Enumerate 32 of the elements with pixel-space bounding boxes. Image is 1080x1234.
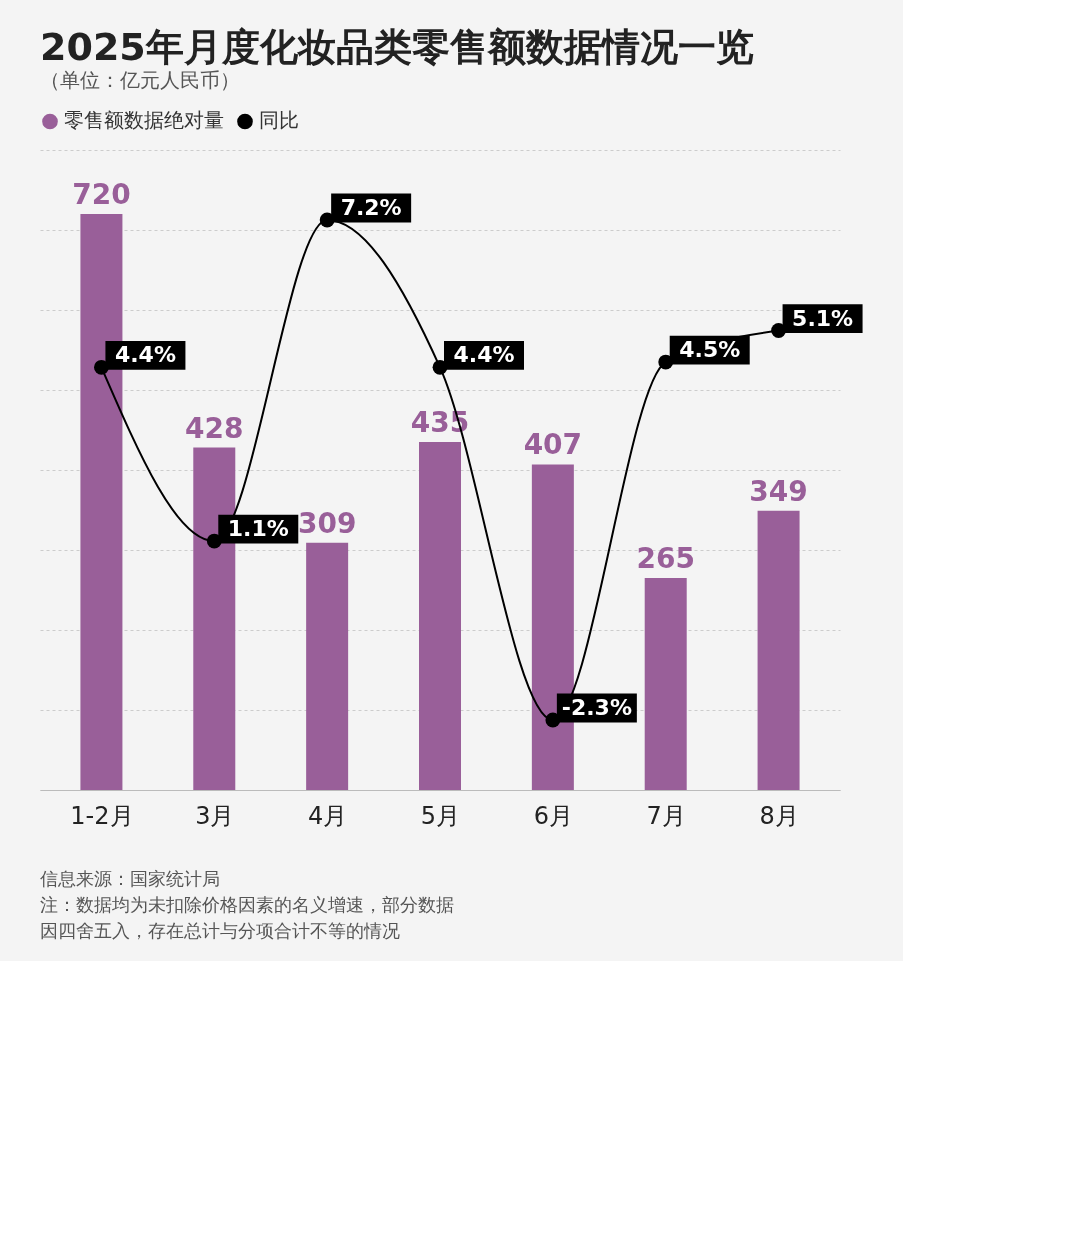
- data-label: 4.4%: [114, 342, 176, 368]
- x-tick-label: 8月: [759, 801, 799, 830]
- data-label: 4.4%: [453, 342, 515, 368]
- legend-label: 零售额数据绝对量: [64, 108, 224, 133]
- x-tick-label: 4月: [308, 801, 348, 830]
- x-tick-label: 1-2月: [70, 801, 134, 830]
- bar: [419, 442, 461, 790]
- text: 信息来源：国家统计局: [40, 868, 220, 889]
- data-label: 349: [749, 474, 808, 508]
- data-label: 720: [72, 178, 131, 211]
- data-label: 265: [636, 542, 695, 575]
- data-label: 4.5%: [679, 337, 741, 363]
- data-label: 7.2%: [340, 195, 402, 220]
- data-label: 428: [185, 411, 244, 445]
- text: 因四舍五入，存在总计与分项合计不等的情况: [40, 920, 400, 941]
- bar: [306, 542, 349, 790]
- chart-title: 2025年月度化妆品类零售额数据情况一览: [40, 25, 754, 69]
- data-label: 407: [523, 428, 583, 462]
- text: 注：数据均为未扣除价格因素的名义增速，部分数据: [40, 894, 454, 915]
- chart-subtitle: （单位：亿元人民币）: [40, 68, 240, 92]
- data-label: 1.1%: [227, 516, 289, 542]
- bar: [757, 510, 800, 790]
- legend-label: 同比: [259, 108, 299, 133]
- data-label: 5.1%: [792, 305, 854, 331]
- x-tick-label: 3月: [195, 801, 235, 830]
- x-tick-label: 5月: [420, 801, 461, 830]
- point: [771, 323, 786, 338]
- data-label: -2.3%: [561, 695, 632, 720]
- data-label: 309: [297, 506, 357, 540]
- bar: [644, 578, 687, 790]
- x-tick-label: 7月: [646, 801, 686, 830]
- x-tick-label: 6月: [533, 801, 573, 830]
